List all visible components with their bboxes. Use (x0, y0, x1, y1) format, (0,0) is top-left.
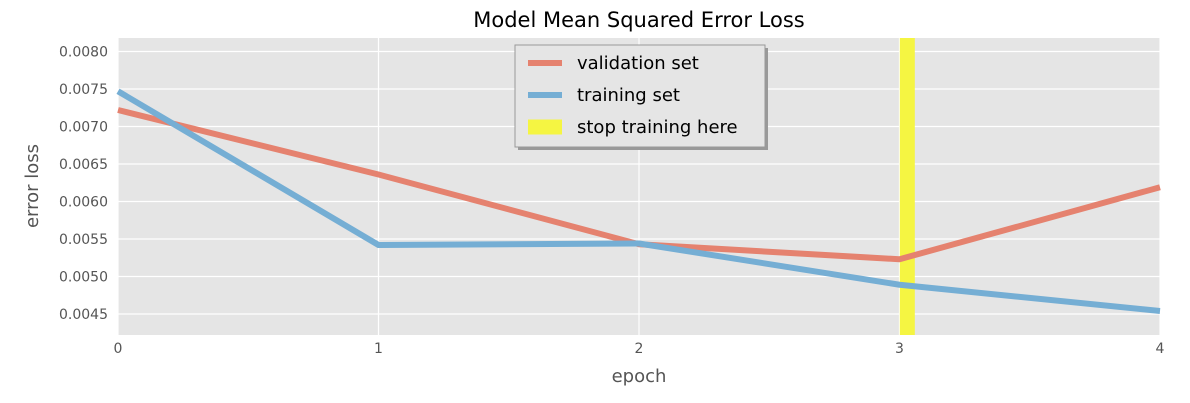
y-axis-ticks: 0.0045 0.0050 0.0055 0.0060 0.0065 0.0070 0.00… (59, 45, 108, 324)
x-tick-label: 3 (895, 341, 904, 357)
y-tick-label: 0.0045 (59, 307, 108, 323)
x-tick-label: 4 (1156, 341, 1165, 357)
y-tick-label: 0.0080 (59, 45, 108, 61)
y-tick-label: 0.0060 (59, 195, 108, 211)
legend-label: training set (577, 85, 680, 106)
legend: validation set training set stop training … (514, 44, 768, 150)
series-lines (116, 88, 1161, 314)
chart-title: Model Mean Squared Error Loss (473, 8, 804, 32)
y-tick-label: 0.0050 (59, 270, 108, 286)
y-tick-label: 0.0070 (59, 120, 108, 136)
series-line-training (116, 88, 1161, 314)
y-tick-label: 0.0075 (59, 82, 108, 98)
y-tick-label: 0.0065 (59, 157, 108, 173)
x-axis-label: epoch (612, 366, 667, 387)
x-tick-label: 0 (114, 341, 123, 357)
x-tick-label: 1 (374, 341, 383, 357)
legend-label: stop training here (577, 117, 738, 138)
legend-items: validation set training set stop training … (528, 53, 738, 138)
y-axis-label: error loss (22, 144, 43, 228)
x-tick-label: 2 (635, 341, 644, 357)
x-axis-ticks: 0 1 2 3 4 (114, 341, 1165, 357)
legend-label: validation set (577, 53, 699, 74)
y-tick-label: 0.0055 (59, 232, 108, 248)
